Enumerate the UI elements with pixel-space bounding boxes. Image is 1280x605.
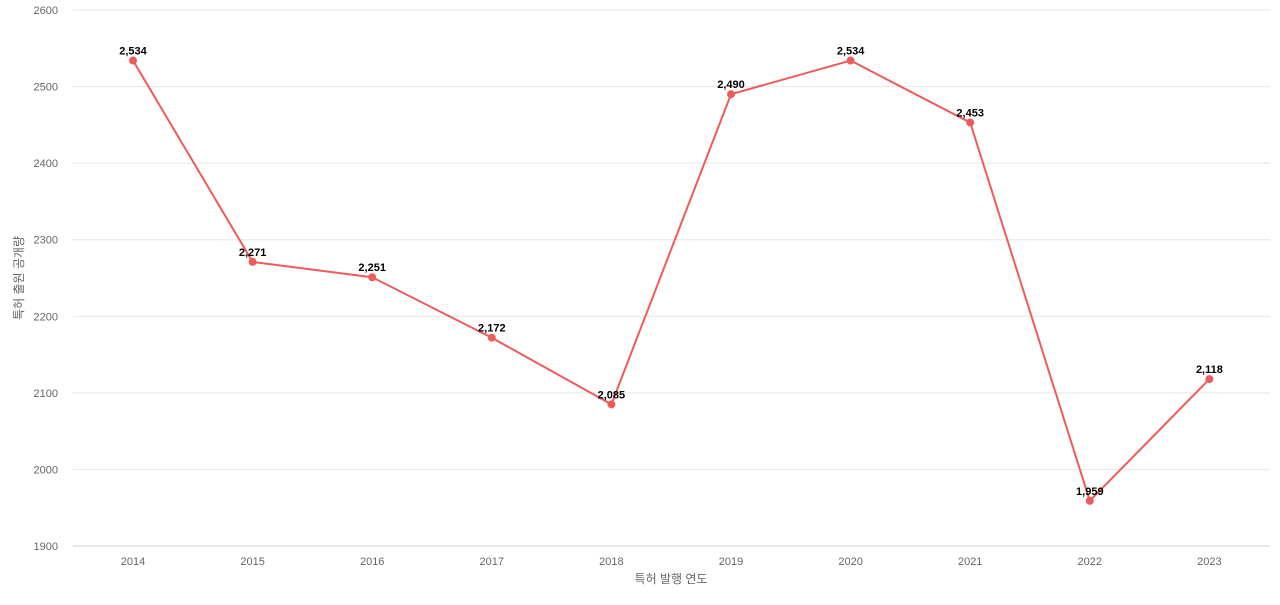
- data-point[interactable]: [129, 56, 137, 65]
- data-point[interactable]: [1205, 375, 1214, 384]
- x-tick-label: 2023: [1197, 556, 1221, 568]
- y-tick-label: 2200: [34, 311, 58, 323]
- y-tick-label: 2300: [34, 235, 58, 247]
- x-tick-label: 2017: [480, 556, 504, 568]
- x-tick-label: 2016: [360, 556, 384, 568]
- y-tick-label: 2100: [34, 388, 58, 400]
- x-tick-label: 2018: [599, 556, 623, 568]
- data-label: 2,490: [717, 79, 745, 91]
- data-label: 2,271: [239, 247, 267, 259]
- series-layer: [129, 56, 1214, 505]
- data-point[interactable]: [846, 56, 855, 65]
- grid-layer: [73, 9, 1270, 547]
- y-tick-label: 1900: [34, 541, 58, 553]
- data-point[interactable]: [966, 118, 975, 127]
- x-tick-label: 2015: [240, 556, 264, 568]
- x-tick-label: 2022: [1078, 556, 1102, 568]
- data-label: 2,534: [837, 46, 865, 58]
- data-point[interactable]: [727, 90, 735, 99]
- x-tick-label: 2020: [838, 556, 862, 568]
- data-label: 2,251: [358, 262, 386, 274]
- x-axis-ticks: 2014 2015 2016 2017 2018 2019 2020 2021 2022 2023: [121, 556, 1222, 568]
- data-point[interactable]: [368, 273, 377, 282]
- data-point[interactable]: [607, 400, 616, 409]
- data-label: 2,118: [1196, 364, 1223, 376]
- data-point[interactable]: [248, 257, 257, 266]
- data-label: 2,453: [956, 108, 984, 120]
- y-tick-label: 2000: [34, 464, 58, 476]
- y-axis-ticks: 1900 2000 2100 2200 2300 2400 2500 2600: [34, 5, 58, 553]
- data-label: 2,172: [478, 323, 506, 335]
- data-point[interactable]: [487, 333, 496, 342]
- series-line: [132, 59, 1211, 502]
- x-tick-label: 2019: [719, 556, 743, 568]
- data-label: 2,085: [598, 389, 626, 401]
- data-point[interactable]: [1085, 496, 1094, 505]
- y-axis-title: 특허 출원 공개량: [12, 236, 26, 320]
- x-tick-label: 2021: [958, 556, 982, 568]
- y-tick-label: 2500: [34, 82, 58, 94]
- data-label: 2,534: [119, 46, 147, 58]
- x-axis-title: 특허 발행 연도: [635, 571, 708, 586]
- data-label: 1,959: [1076, 486, 1104, 498]
- y-tick-label: 2400: [34, 158, 58, 170]
- y-tick-label: 2600: [34, 5, 58, 17]
- x-tick-label: 2014: [121, 556, 145, 568]
- data-label-layer: 2,534 2,271 2,251 2,172 2,085 2,490 2,534 2,453…: [119, 46, 1223, 498]
